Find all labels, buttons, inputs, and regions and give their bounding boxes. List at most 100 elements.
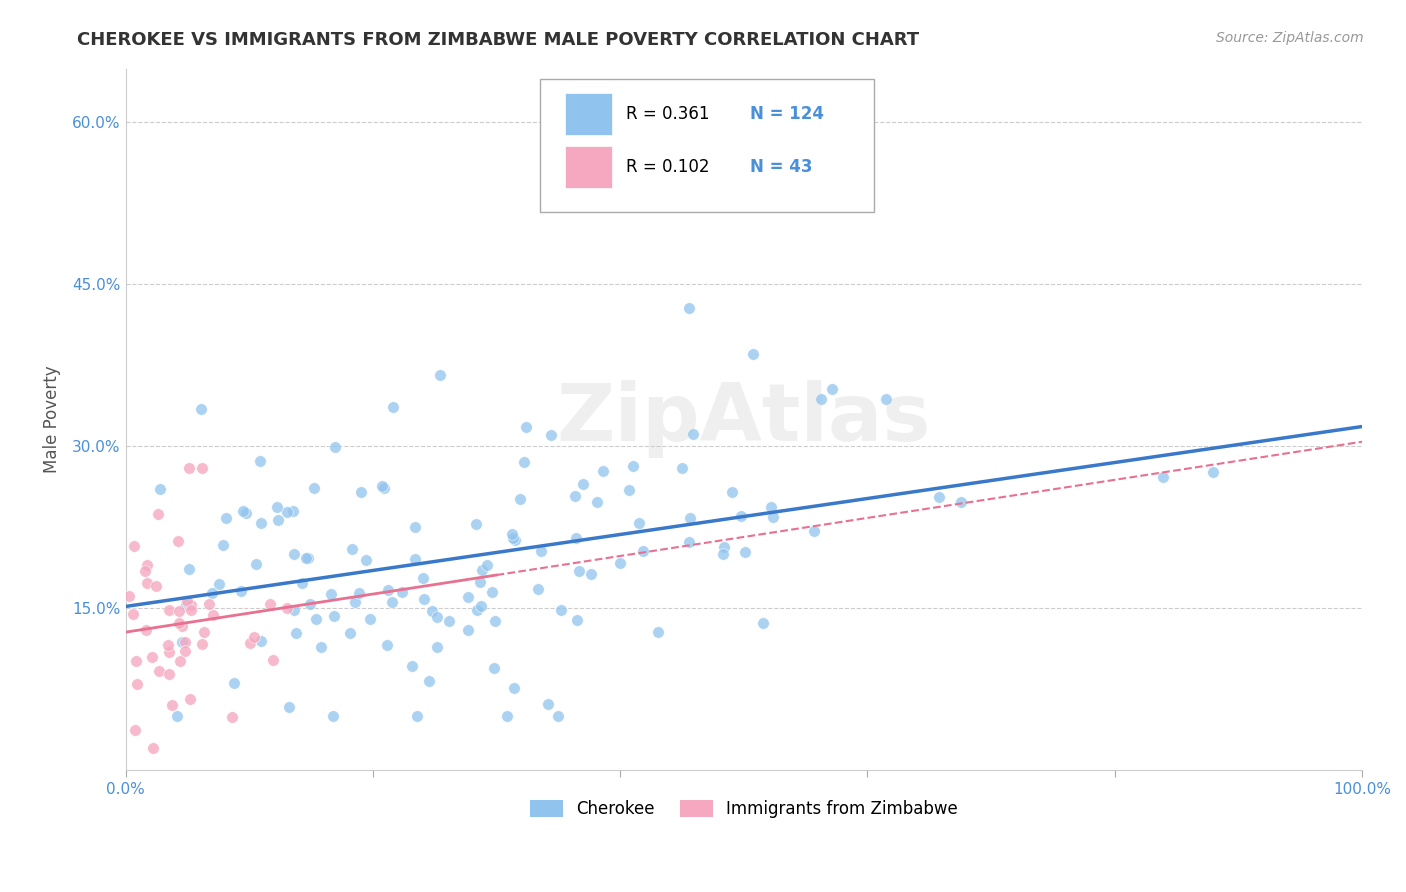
Point [177,562,200,576]
Point [297,551,319,566]
Point [621,459,644,474]
Point [465,603,488,617]
Point [157,645,180,659]
Point [875,392,897,406]
Point [249,634,271,648]
Point [734,545,756,559]
Point [678,534,700,549]
Point [537,697,560,711]
Point [347,586,370,600]
Point [229,583,252,598]
Point [1202,465,1225,479]
Point [134,564,156,578]
Point [568,564,591,578]
Point [530,543,553,558]
Text: Source: ZipAtlas.com: Source: ZipAtlas.com [1216,31,1364,45]
Point [678,301,700,315]
Point [526,582,548,597]
Point [172,619,194,633]
Point [173,635,195,649]
Point [401,659,423,673]
Point [412,592,434,607]
Point [381,595,404,609]
Point [627,516,650,531]
Point [295,550,318,565]
Point [482,661,505,675]
Text: CHEROKEE VS IMMIGRANTS FROM ZIMBABWE MALE POVERTY CORRELATION CHART: CHEROKEE VS IMMIGRANTS FROM ZIMBABWE MAL… [77,31,920,49]
Point [647,624,669,639]
Point [176,594,198,608]
Point [711,547,734,561]
Point [678,511,700,525]
Point [457,624,479,638]
Point [167,615,190,630]
Point [631,543,654,558]
Point [572,477,595,491]
Point [323,440,346,454]
Point [250,516,273,531]
Point [202,607,225,622]
Y-axis label: Male Poverty: Male Poverty [44,366,60,473]
Point [496,709,519,723]
Point [350,485,373,500]
Point [471,563,494,577]
Point [157,666,180,681]
Point [167,604,190,618]
Point [382,400,405,414]
Point [342,541,364,556]
Point [502,531,524,545]
Point [319,587,342,601]
Point [503,533,526,548]
Point [477,558,499,573]
Point [752,615,775,630]
Point [172,634,194,648]
Point [124,723,146,737]
Point [291,576,314,591]
Text: N = 43: N = 43 [749,158,813,176]
Point [235,507,257,521]
Text: N = 124: N = 124 [749,105,824,123]
Point [127,677,149,691]
Point [148,664,170,678]
Point [371,479,394,493]
Point [567,613,589,627]
Point [249,453,271,467]
Point [762,509,785,524]
Point [281,504,304,518]
Point [276,600,298,615]
Point [298,597,321,611]
Point [803,524,825,538]
Point [141,649,163,664]
Point [125,654,148,668]
Point [730,509,752,524]
Point [426,610,449,624]
Point [243,630,266,644]
Point [245,557,267,571]
Point [266,500,288,515]
Point [309,640,332,654]
Point [323,609,346,624]
Point [174,598,197,612]
Point [339,626,361,640]
Point [166,709,188,723]
Point [146,507,169,521]
Point [501,527,523,541]
Point [262,653,284,667]
Point [232,504,254,518]
Point [579,566,602,581]
Point [302,481,325,495]
Point [759,500,782,514]
Point [457,591,479,605]
Point [550,603,572,617]
Point [721,484,744,499]
Point [201,586,224,600]
Point [157,638,180,652]
Point [169,654,191,668]
Point [359,612,381,626]
Point [135,558,157,572]
Point [149,482,172,496]
Point [671,460,693,475]
Point [420,604,443,618]
Point [208,577,231,591]
Point [950,495,973,509]
